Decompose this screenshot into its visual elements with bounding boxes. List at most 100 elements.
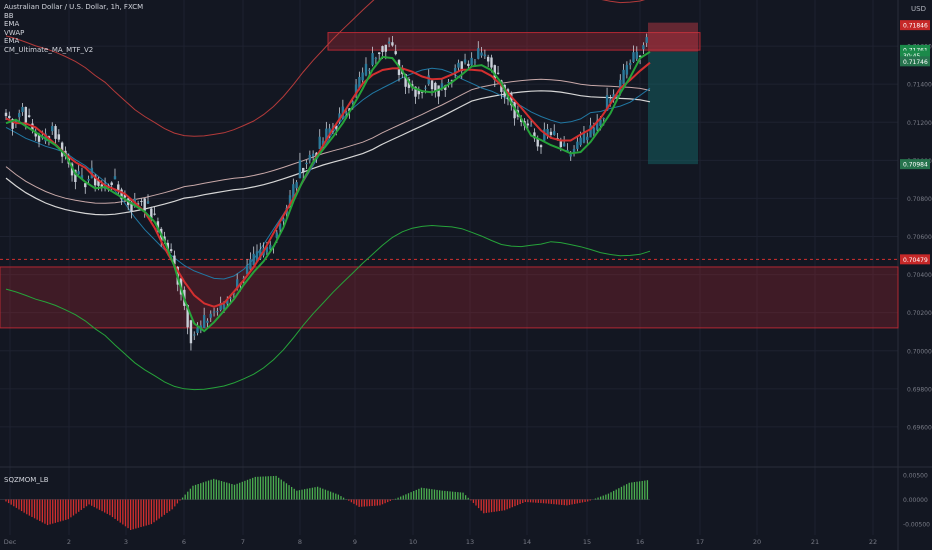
candle-body	[430, 80, 434, 90]
candle-body	[216, 311, 219, 313]
time-tick: 13	[466, 538, 474, 546]
candle-body	[460, 61, 463, 72]
time-tick: 15	[583, 538, 591, 546]
candle-body	[265, 246, 269, 253]
candle-body	[417, 89, 421, 95]
candle-body	[394, 51, 397, 55]
candle-body	[586, 136, 589, 141]
candle-body	[311, 153, 315, 157]
candle-body	[315, 152, 318, 156]
candle-body	[130, 202, 133, 212]
candle-body	[196, 327, 199, 333]
candle-body	[110, 182, 113, 186]
time-tick: 6	[182, 538, 186, 546]
time-tick: 10	[409, 538, 417, 546]
indicator-ema-2[interactable]: EMA	[4, 37, 20, 46]
symbol-title[interactable]: Australian Dollar / U.S. Dollar, 1h, FXC…	[4, 3, 144, 11]
time-tick: Dec	[4, 538, 17, 546]
candle-body	[493, 65, 496, 80]
candle-body	[140, 200, 143, 202]
candle-body	[576, 141, 579, 149]
price-label: 0.70984	[903, 162, 928, 169]
candle-body	[510, 93, 513, 106]
candle-body	[120, 189, 123, 200]
candle-body	[222, 304, 226, 309]
candle-body	[232, 293, 236, 295]
candle-body	[321, 140, 325, 146]
indicator-cm-ma[interactable]: CM_Ultimate_MA_MTF_V2	[4, 45, 94, 54]
candle-body	[480, 52, 483, 56]
candle-body	[212, 311, 216, 313]
candle-body	[186, 305, 189, 328]
indicator-ema-1[interactable]: EMA	[4, 20, 20, 29]
candle-body	[117, 184, 120, 191]
candle-body	[328, 128, 331, 135]
candle-body	[364, 63, 368, 76]
candle-body	[269, 245, 272, 250]
candle-body	[490, 57, 493, 68]
time-tick: 2	[67, 538, 71, 546]
osc-tick: 0.00000	[903, 497, 928, 504]
candle-body	[427, 75, 430, 85]
candle-body	[80, 175, 84, 179]
candle-body	[348, 108, 351, 112]
candle-body	[358, 76, 361, 88]
candle-body	[278, 223, 282, 230]
candle-body	[87, 179, 90, 181]
candle-body	[173, 255, 176, 265]
candle-body	[84, 183, 87, 188]
candle-body	[344, 112, 348, 114]
candle-body	[536, 138, 539, 147]
candle-body	[51, 126, 54, 132]
candle-body	[582, 132, 586, 143]
candle-body	[308, 155, 312, 161]
candle-body	[539, 145, 543, 148]
candle-body	[595, 120, 599, 130]
price-label: 0.70479	[903, 257, 928, 264]
time-tick: 8	[298, 538, 302, 546]
candle-body	[325, 128, 328, 141]
price-label: 0.71846	[903, 23, 928, 30]
time-tick: 9	[353, 538, 357, 546]
candle-body	[298, 160, 302, 179]
price-label-bg	[900, 159, 930, 170]
candle-body	[335, 126, 338, 129]
candle-body	[463, 59, 467, 63]
candle-body	[473, 61, 477, 63]
candle-body	[496, 72, 500, 74]
price-tick: 0.69800	[907, 386, 932, 393]
candle-body	[27, 115, 31, 118]
time-tick: 17	[696, 538, 704, 546]
candle-body	[391, 42, 394, 46]
candle-body	[615, 95, 619, 97]
candle-body	[249, 258, 252, 270]
currency-label: USD	[911, 5, 926, 13]
candle-body	[579, 137, 582, 146]
price-label-bg	[900, 44, 930, 55]
price-tick: 0.70000	[907, 348, 932, 355]
candle-body	[169, 249, 173, 252]
indicator-bb[interactable]: BB	[4, 11, 14, 20]
time-tick: 3	[124, 538, 128, 546]
candle-body	[143, 198, 146, 211]
candle-body	[113, 176, 117, 180]
candle-body	[457, 62, 460, 68]
candle-body	[404, 74, 407, 87]
candle-body	[569, 154, 572, 157]
candle-body	[305, 162, 308, 165]
candle-body	[628, 62, 632, 66]
indicator-vwap[interactable]: VWAP	[4, 28, 25, 37]
candle-body	[635, 51, 638, 59]
price-label-bg	[900, 56, 930, 67]
oscillator-label[interactable]: SQZMOM_LB	[4, 476, 49, 484]
candle-body	[150, 208, 153, 219]
price-tick: 0.70200	[907, 310, 932, 317]
candle-body	[526, 123, 530, 126]
position-target-box	[648, 51, 698, 165]
candle-body	[384, 44, 387, 52]
candle-body	[57, 134, 61, 140]
position-stop-box	[648, 22, 698, 52]
candle-body	[146, 201, 150, 204]
candle-body	[351, 101, 354, 104]
